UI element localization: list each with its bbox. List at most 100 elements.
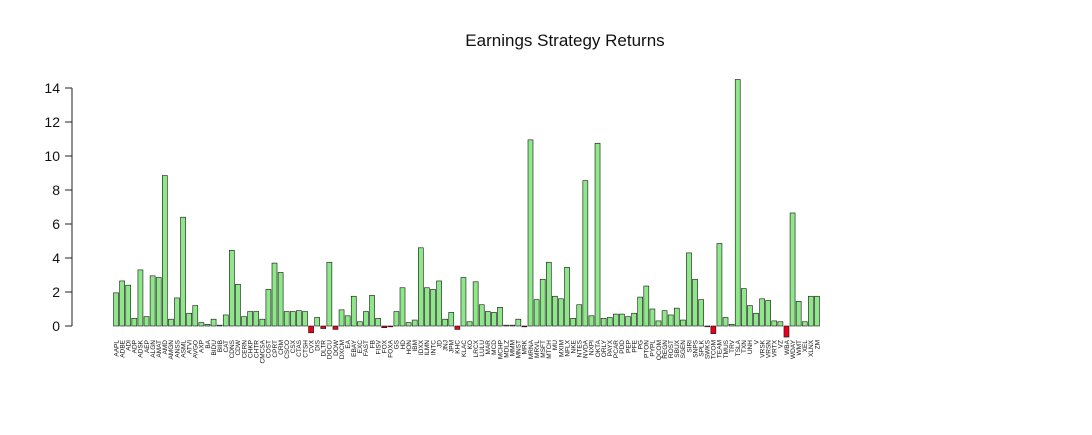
- bar-nvda: [582, 180, 589, 327]
- bar-mdlz: [503, 324, 509, 327]
- bar-mcd: [491, 312, 497, 327]
- bar-orly: [600, 318, 607, 327]
- bar-intc: [430, 289, 436, 327]
- x-tick-label: XLNX: [808, 339, 815, 357]
- bar-siri: [686, 252, 692, 327]
- x-tick-label: MRVL: [534, 340, 541, 358]
- bar-ea: [344, 315, 351, 327]
- x-tick-label: EA: [345, 339, 352, 348]
- bar-ba: [204, 323, 211, 327]
- bar-avgo: [192, 305, 199, 327]
- y-tick-label: 8: [52, 182, 60, 198]
- bar-idxx: [417, 247, 424, 327]
- x-tick-label: PG: [638, 340, 645, 349]
- bar-hon: [405, 322, 412, 327]
- x-tick-label: JD: [436, 340, 443, 348]
- bar-tmus: [722, 317, 729, 327]
- x-tick-label: COST: [266, 340, 273, 358]
- bar-amat: [155, 277, 162, 327]
- x-tick-label: MU: [552, 340, 559, 350]
- x-tick-label: OKTA: [595, 339, 602, 357]
- x-tick-label: MNST: [516, 340, 523, 358]
- x-tick-label: KHC: [455, 340, 462, 354]
- bar-chkp: [247, 311, 253, 327]
- x-tick-label: WMT: [796, 340, 803, 356]
- x-tick-label: CHTR: [254, 340, 261, 358]
- bar-mar: [485, 311, 491, 327]
- bar-cprt: [271, 262, 278, 327]
- bar-cmcsa: [259, 318, 266, 327]
- x-tick-label: ZM: [814, 340, 821, 349]
- bar-okta: [594, 142, 601, 327]
- x-tick-label: SNPS: [692, 339, 699, 357]
- x-tick-label: VRSN: [765, 340, 772, 358]
- bar-crm: [277, 272, 284, 327]
- bar-swks: [704, 325, 711, 328]
- bar-nke: [570, 318, 576, 327]
- bar-ctsh: [302, 311, 308, 327]
- bar-sbux: [673, 307, 680, 327]
- bar-csx: [289, 311, 296, 327]
- bar-pton: [643, 285, 650, 327]
- bar-pfe: [631, 312, 637, 327]
- x-tick-label: MDLZ: [503, 340, 510, 358]
- bar-fast: [363, 311, 369, 327]
- bar-aapl: [113, 292, 119, 327]
- x-tick-label: NXPI: [589, 340, 596, 355]
- x-tick-label: BIDU: [211, 340, 218, 356]
- x-tick-label: IBM: [412, 340, 419, 352]
- x-tick-label: PAYX: [607, 339, 614, 356]
- x-tick-label: DOW: [333, 339, 340, 356]
- bar-nxpi: [588, 315, 595, 327]
- bar-unh: [747, 305, 753, 327]
- bar-mnst: [515, 318, 522, 327]
- bar-cost: [265, 289, 272, 327]
- y-tick-label: 2: [52, 284, 60, 300]
- x-tick-label: XEL: [802, 340, 809, 353]
- x-tick-label: FISV: [375, 339, 382, 354]
- x-tick-label: TMUS: [723, 339, 730, 358]
- bar-amd: [162, 175, 168, 327]
- x-tick-label: SWKS: [705, 339, 712, 359]
- bar-mmm: [509, 324, 516, 327]
- x-tick-label: CSX: [290, 339, 297, 353]
- bar-cern: [241, 316, 247, 327]
- bar-wmt: [795, 301, 802, 327]
- x-tick-label: EBAY: [351, 339, 358, 357]
- x-tick-label: PYPL: [650, 340, 657, 357]
- bar-nflx: [564, 267, 570, 327]
- x-tick-label: CTSH: [302, 340, 309, 358]
- x-tick-label: TSLA: [735, 339, 742, 356]
- bar-cdw: [235, 284, 241, 327]
- x-tick-label: UNH: [747, 340, 754, 354]
- bar-xlnx: [808, 295, 814, 327]
- bar-msft: [539, 278, 546, 327]
- x-tick-label: MAR: [485, 340, 492, 355]
- bar-jpm: [448, 312, 455, 327]
- bar-wba: [783, 325, 790, 338]
- x-tick-label: ATVI: [186, 340, 193, 354]
- x-tick-label: CMCSA: [260, 339, 267, 363]
- x-tick-label: TEAM: [717, 340, 724, 358]
- x-tick-label: MCD: [491, 340, 498, 355]
- x-tick-label: NVDA: [583, 339, 590, 358]
- x-tick-label: AMGN: [168, 340, 175, 360]
- x-tick-label: ADBE: [119, 339, 126, 357]
- x-tick-label: BA: [205, 339, 212, 348]
- bar-chtr: [253, 311, 260, 327]
- x-tick-label: NTES: [577, 339, 584, 357]
- bar-xel: [801, 321, 808, 327]
- x-tick-label: JPM: [449, 340, 456, 353]
- x-tick-label: DOCU: [327, 340, 334, 359]
- bar-bidu: [210, 318, 217, 327]
- bar-vrtx: [771, 320, 778, 327]
- bar-tcom: [710, 325, 717, 334]
- y-axis: 0 2 4 6 8 10 12 14: [44, 80, 73, 334]
- bar-adi: [125, 284, 132, 327]
- x-tick-label: CVX: [308, 339, 315, 353]
- y-tick-label: 10: [44, 148, 60, 164]
- bar-tsla: [734, 79, 741, 327]
- x-tick-label: LRCX: [473, 339, 480, 357]
- x-tick-label: MMM: [510, 340, 517, 356]
